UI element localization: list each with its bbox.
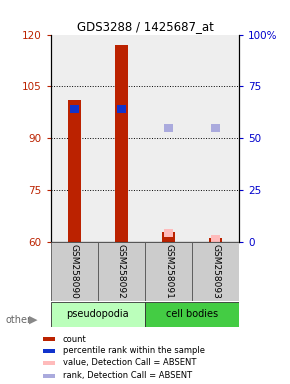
Text: rank, Detection Call = ABSENT: rank, Detection Call = ABSENT <box>63 371 192 381</box>
Bar <box>192 242 239 301</box>
Text: ▶: ▶ <box>29 315 37 325</box>
Text: GSM258090: GSM258090 <box>70 244 79 299</box>
Bar <box>43 361 55 364</box>
Bar <box>162 232 175 242</box>
Bar <box>145 302 239 327</box>
Text: cell bodies: cell bodies <box>166 309 218 319</box>
Text: other: other <box>6 315 32 325</box>
Bar <box>145 242 192 301</box>
Bar <box>43 338 55 341</box>
Text: count: count <box>63 334 87 344</box>
Text: GSM258093: GSM258093 <box>211 244 220 299</box>
Title: GDS3288 / 1425687_at: GDS3288 / 1425687_at <box>77 20 213 33</box>
Text: value, Detection Call = ABSENT: value, Detection Call = ABSENT <box>63 358 196 367</box>
Bar <box>211 235 220 242</box>
Bar <box>211 124 220 132</box>
Bar <box>68 100 81 242</box>
Bar <box>51 302 145 327</box>
Bar <box>164 124 173 132</box>
Bar <box>164 229 173 237</box>
Text: GSM258092: GSM258092 <box>117 244 126 299</box>
Bar <box>43 349 55 353</box>
Bar <box>51 242 98 301</box>
Bar <box>209 238 222 242</box>
Bar <box>98 242 145 301</box>
Bar <box>70 105 79 113</box>
Bar <box>115 45 128 242</box>
Bar <box>117 105 126 113</box>
Bar <box>43 374 55 377</box>
Text: pseudopodia: pseudopodia <box>67 309 129 319</box>
Text: GSM258091: GSM258091 <box>164 244 173 299</box>
Text: percentile rank within the sample: percentile rank within the sample <box>63 346 205 356</box>
